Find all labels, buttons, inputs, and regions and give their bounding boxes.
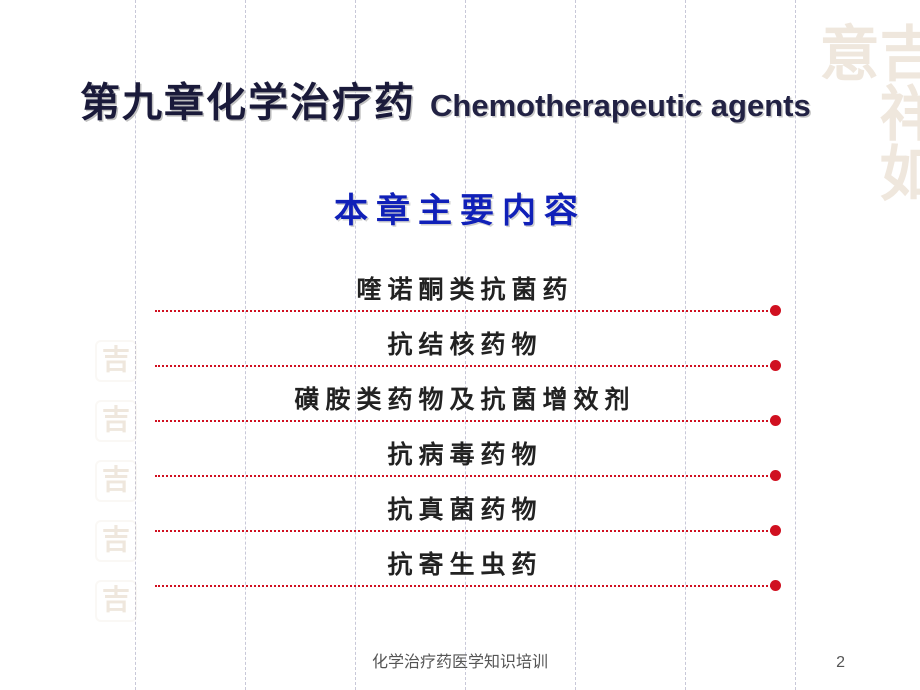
content-item-label: 磺胺类药物及抗菌增效剂 (155, 380, 775, 416)
contents-list: 喹诺酮类抗菌药抗结核药物磺胺类药物及抗菌增效剂抗病毒药物抗真菌药物抗寄生虫药 (0, 270, 920, 600)
rule-end-dot (770, 470, 781, 481)
content-item-label: 喹诺酮类抗菌药 (155, 270, 775, 306)
rule-end-dot (770, 360, 781, 371)
content-item: 喹诺酮类抗菌药 (155, 270, 775, 325)
footer-text: 化学治疗药医学知识培训 (0, 648, 920, 672)
content-item-label: 抗真菌药物 (155, 490, 775, 526)
dotted-rule (155, 310, 775, 318)
rule-end-dot (770, 305, 781, 316)
dotted-rule (155, 420, 775, 428)
content-item: 抗寄生虫药 (155, 545, 775, 600)
rule-end-dot (770, 525, 781, 536)
slide-body: 第九章化学治疗药 Chemotherapeutic agents 本章主要内容 … (0, 0, 920, 690)
content-item: 磺胺类药物及抗菌增效剂 (155, 380, 775, 435)
rule-end-dot (770, 415, 781, 426)
dotted-rule (155, 585, 775, 593)
rule-end-dot (770, 580, 781, 591)
content-item-label: 抗结核药物 (155, 325, 775, 361)
dotted-rule (155, 530, 775, 538)
dotted-rule (155, 475, 775, 483)
content-item: 抗真菌药物 (155, 490, 775, 545)
page-number: 2 (836, 654, 845, 672)
chapter-title-en: Chemotherapeutic agents (430, 88, 811, 124)
dotted-rule (155, 365, 775, 373)
section-heading: 本章主要内容 (0, 183, 920, 232)
chapter-heading: 第九章化学治疗药 Chemotherapeutic agents (0, 70, 920, 128)
content-item-label: 抗病毒药物 (155, 435, 775, 471)
content-item: 抗结核药物 (155, 325, 775, 380)
content-item-label: 抗寄生虫药 (155, 545, 775, 581)
chapter-title-cn: 第九章化学治疗药 (80, 70, 416, 128)
content-item: 抗病毒药物 (155, 435, 775, 490)
